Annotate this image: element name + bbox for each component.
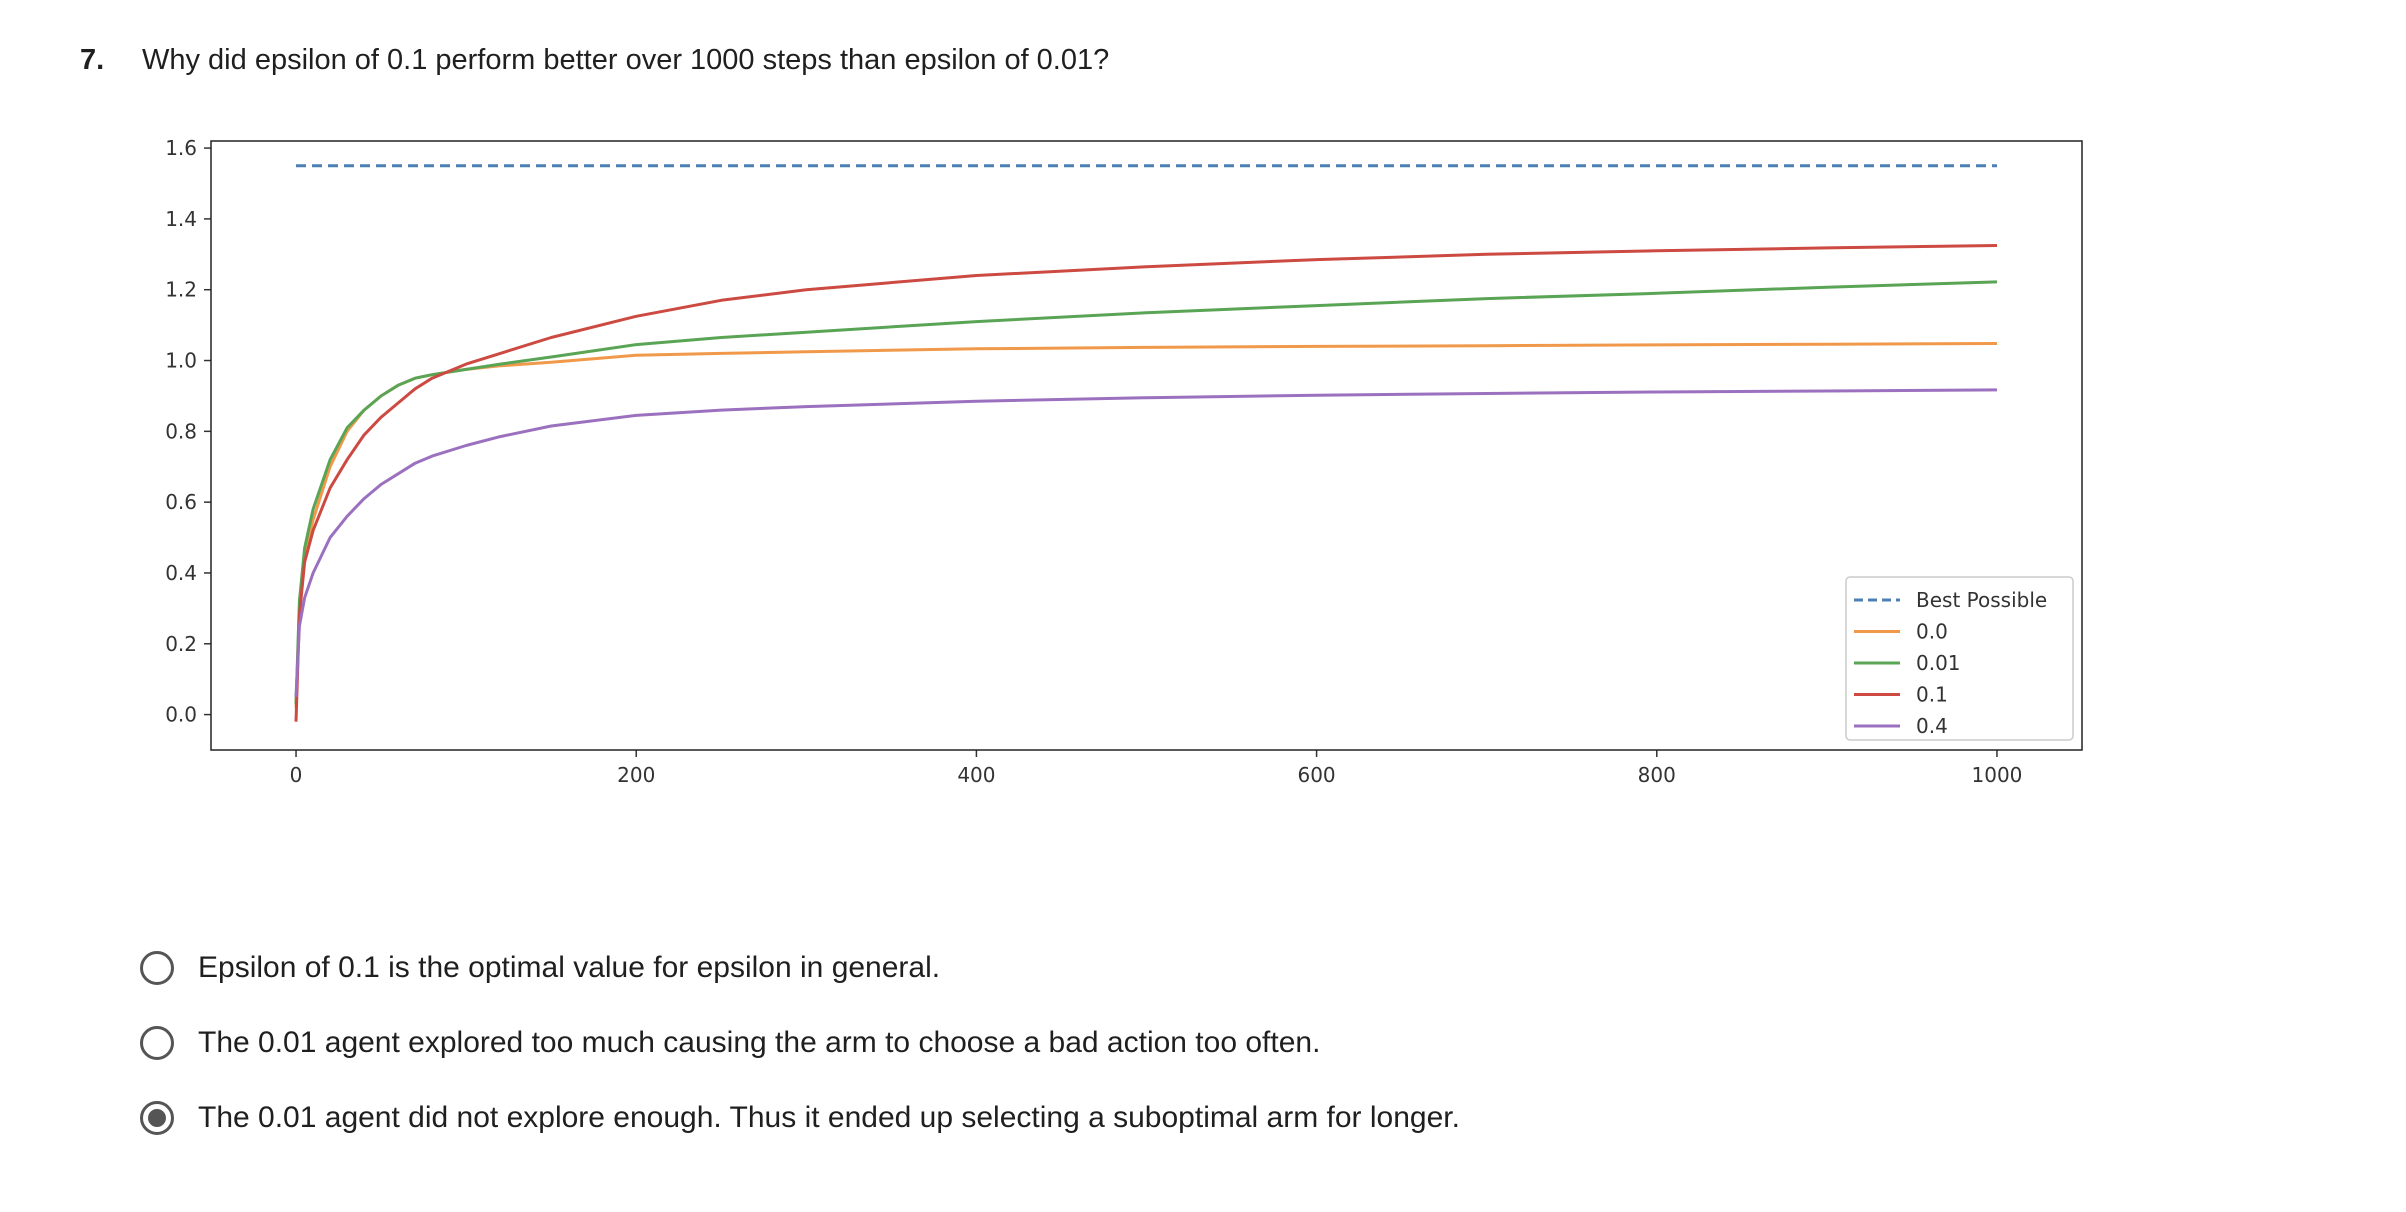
question-text: Why did epsilon of 0.1 perform better ov… [142,44,1110,76]
series-line-2 [294,280,1998,705]
x-tick-label: 800 [1638,763,1676,787]
x-tick-label: 600 [1297,763,1335,787]
question-header: 7. Why did epsilon of 0.1 perform better… [80,44,1109,77]
option-label-3: The 0.01 agent did not explore enough. T… [198,1100,1460,1134]
line-chart: 0.0 0.2 0.4 0.6 0.8 1.0 1.2 1.4 1.6 0 200 400 600 800… [165,136,2083,787]
chart: 0.0 0.2 0.4 0.6 0.8 1.0 1.2 1.4 1.6 0 200 400 600 800… [130,120,2110,805]
radio-button-2[interactable] [140,1025,174,1060]
y-tick-label: 0.8 [165,419,197,443]
option-1[interactable]: Epsilon of 0.1 is the optimal value for … [140,930,1460,1005]
y-tick-label: 0.6 [165,490,197,514]
legend-label-1: 0.0 [1916,620,1948,644]
plot-frame [210,140,2083,751]
y-tick-label: 1.4 [165,207,197,231]
option-2[interactable]: The 0.01 agent explored too much causing… [140,1005,1460,1080]
y-tick-label: 0.4 [165,561,197,585]
y-tick-label: 0.0 [165,703,197,727]
y-tick-label: 1.6 [165,136,197,160]
option-3[interactable]: The 0.01 agent did not explore enough. T… [140,1080,1460,1155]
option-label-2: The 0.01 agent explored too much causing… [198,1025,1321,1059]
legend-label-3: 0.1 [1916,683,1948,707]
radio-button-1[interactable] [140,950,174,985]
x-tick-label: 400 [957,763,995,787]
y-tick-label: 1.2 [165,278,197,302]
legend-box [1845,576,2074,741]
radio-button-3[interactable] [140,1100,174,1135]
x-tick-label: 1000 [1972,763,2023,787]
y-tick-label: 1.0 [165,349,197,373]
answer-options: Epsilon of 0.1 is the optimal value for … [140,930,1460,1155]
series-line-3 [294,244,1998,722]
series-line-4 [294,388,1998,697]
legend-label-0: Best Possible [1916,588,2047,612]
question-number: 7. [80,44,105,76]
x-tick-label: 200 [617,763,655,787]
option-label-1: Epsilon of 0.1 is the optimal value for … [198,950,941,984]
legend-label-2: 0.01 [1916,651,1961,675]
y-tick-label: 0.2 [165,632,197,656]
x-tick-label: 0 [290,763,303,787]
legend-label-4: 0.4 [1916,714,1948,738]
